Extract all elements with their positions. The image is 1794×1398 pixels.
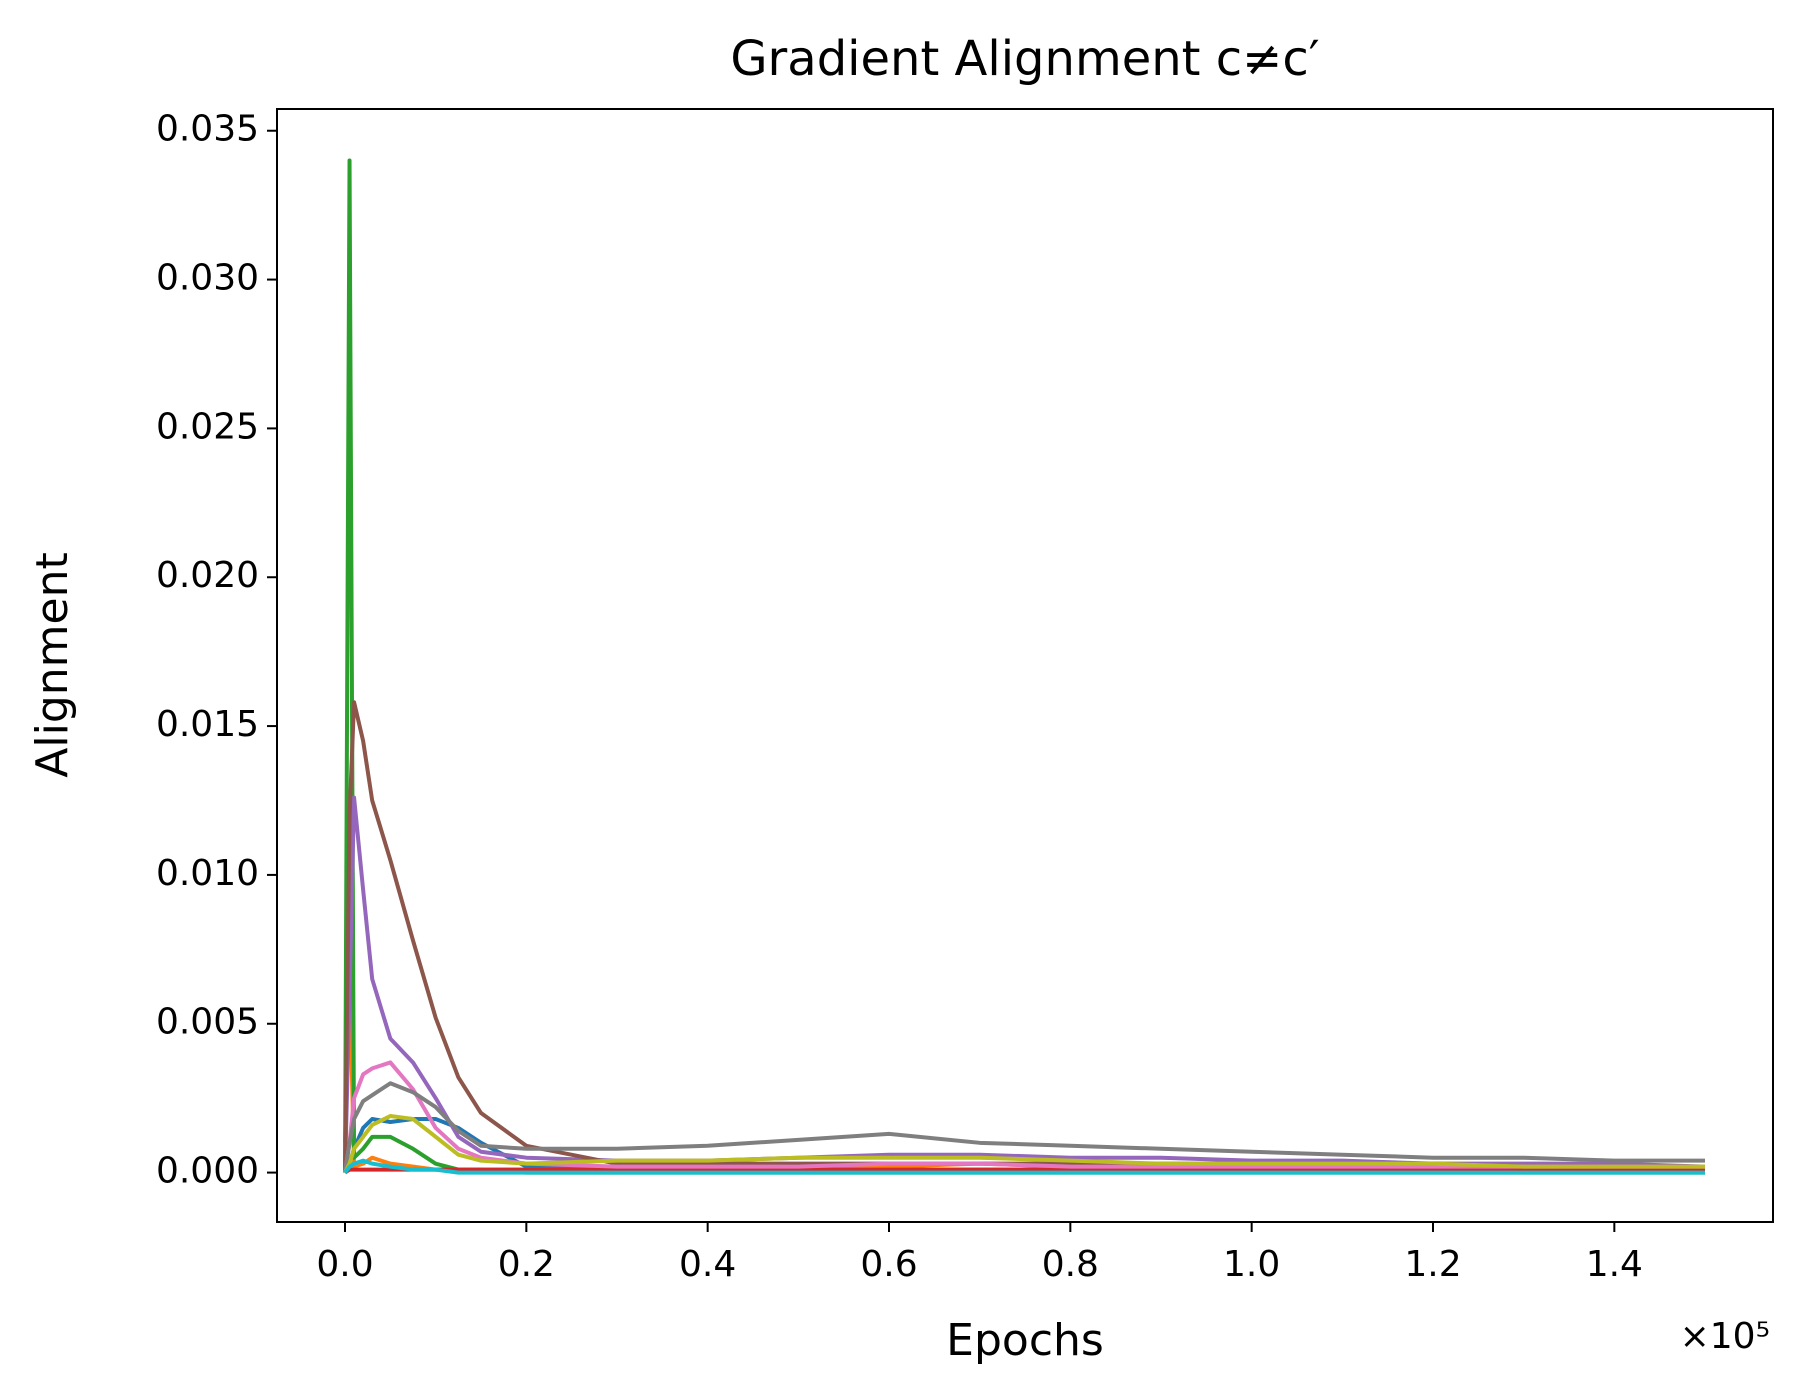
series-line — [343, 795, 1706, 1173]
y-tick-label: 0.035 — [156, 109, 259, 150]
y-tick-label: 0.010 — [156, 853, 259, 894]
series-line — [343, 158, 1705, 1175]
series-line — [343, 1081, 1705, 1173]
y-tick-label: 0.025 — [156, 406, 259, 447]
x-tick-label: 0.4 — [679, 1244, 736, 1285]
series-line — [343, 1114, 1705, 1174]
chart-title: Gradient Alignment c≠c′ — [730, 31, 1319, 87]
x-tick-label: 0.2 — [498, 1244, 555, 1285]
x-tick-label: 1.4 — [1586, 1244, 1643, 1285]
series-line — [343, 1167, 1705, 1175]
x-tick-label: 1.0 — [1223, 1244, 1280, 1285]
x-offset-label: ×10⁵ — [1680, 1316, 1770, 1357]
axes-frame — [276, 108, 1774, 1223]
series-line — [343, 1060, 1705, 1173]
y-axis-label: Alignment — [27, 552, 78, 777]
x-tick-label: 0.8 — [1042, 1244, 1099, 1285]
y-tick-label: 0.020 — [156, 555, 259, 596]
x-tick-label: 1.2 — [1404, 1244, 1461, 1285]
series-line — [343, 968, 1705, 1172]
y-tick-label: 0.000 — [156, 1151, 259, 1192]
x-tick-label: 0.0 — [316, 1244, 373, 1285]
x-axis-label: Epochs — [946, 1315, 1104, 1366]
series-line — [343, 1158, 1705, 1175]
x-tick-label: 0.6 — [860, 1244, 917, 1285]
y-tick-label: 0.005 — [156, 1002, 259, 1043]
y-tick-label: 0.030 — [156, 258, 259, 299]
series-line — [343, 700, 1705, 1173]
y-tick-label: 0.015 — [156, 704, 259, 745]
